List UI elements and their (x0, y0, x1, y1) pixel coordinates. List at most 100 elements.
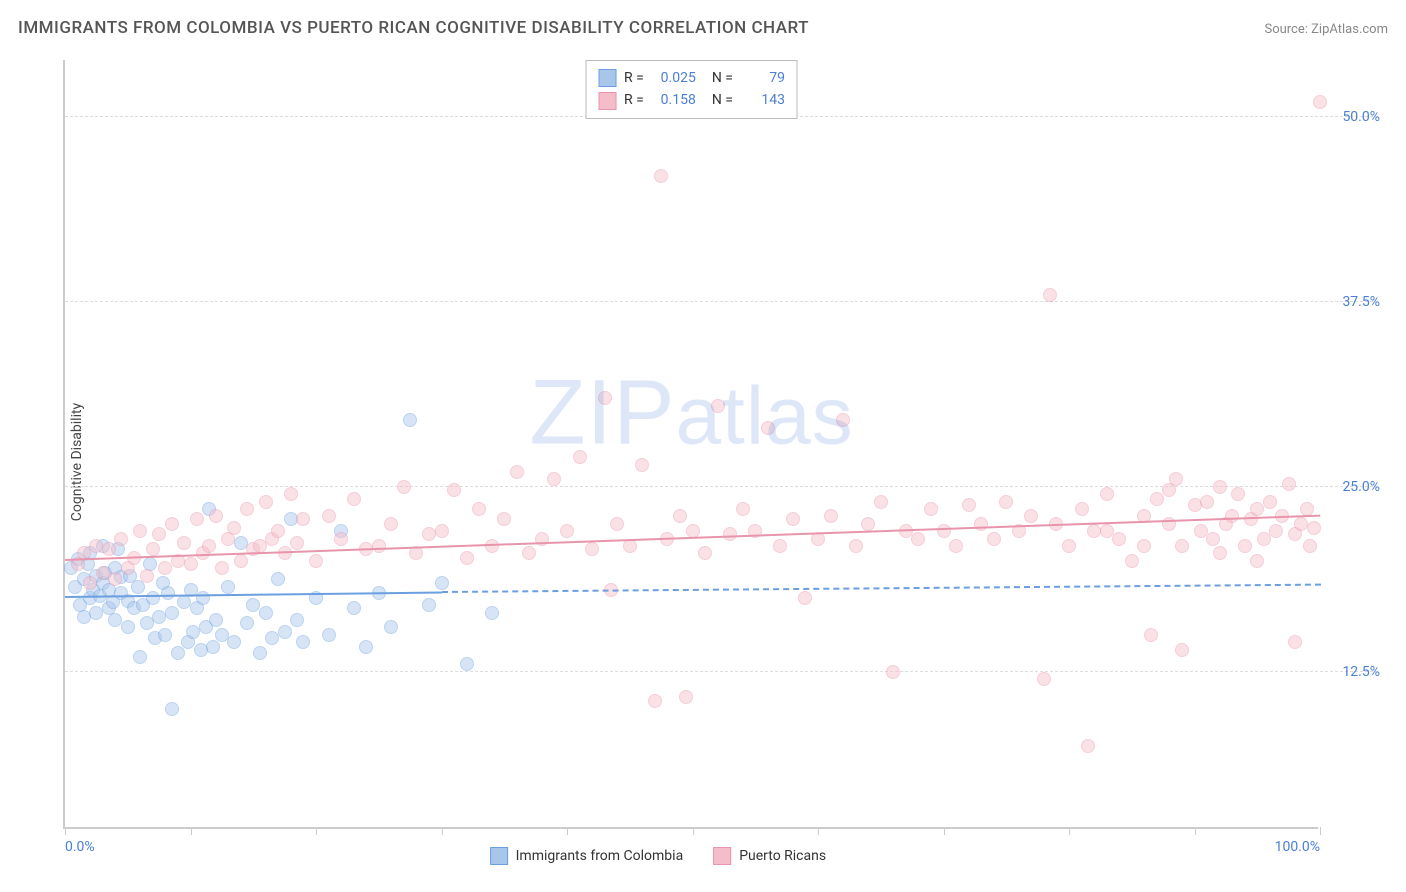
scatter-point-puertorico (158, 561, 172, 575)
scatter-point-colombia (206, 640, 220, 654)
scatter-point-puertorico (937, 524, 951, 538)
legend-swatch (598, 92, 616, 110)
scatter-point-puertorico (1137, 539, 1151, 553)
series-legend-item-colombia: Immigrants from Colombia (490, 847, 684, 865)
scatter-point-puertorico (460, 551, 474, 565)
scatter-point-colombia (253, 646, 267, 660)
scatter-point-puertorico (1206, 532, 1220, 546)
scatter-point-puertorico (1037, 672, 1051, 686)
gridline-h (65, 671, 1378, 672)
y-tick-label: 12.5% (1342, 664, 1380, 680)
scatter-point-puertorico (372, 539, 386, 553)
scatter-point-puertorico (1081, 739, 1095, 753)
scatter-point-puertorico (1150, 492, 1164, 506)
scatter-point-puertorico (165, 517, 179, 531)
scatter-point-puertorico (573, 450, 587, 464)
scatter-point-colombia (460, 657, 474, 671)
scatter-point-puertorico (711, 399, 725, 413)
scatter-point-puertorico (271, 524, 285, 538)
scatter-point-puertorico (1175, 643, 1189, 657)
scatter-point-colombia (278, 625, 292, 639)
series-legend: Immigrants from ColombiaPuerto Ricans (490, 847, 826, 865)
y-tick-label: 25.0% (1342, 479, 1380, 495)
scatter-point-puertorico (140, 569, 154, 583)
scatter-point-puertorico (290, 536, 304, 550)
scatter-point-puertorico (1231, 487, 1245, 501)
legend-n-value: 143 (741, 89, 785, 111)
x-tick (442, 827, 443, 835)
scatter-point-puertorico (334, 532, 348, 546)
scatter-point-colombia (422, 598, 436, 612)
scatter-point-puertorico (786, 512, 800, 526)
scatter-point-puertorico (190, 512, 204, 526)
scatter-point-colombia (259, 606, 273, 620)
scatter-point-puertorico (397, 480, 411, 494)
scatter-point-puertorico (1313, 95, 1327, 109)
x-tick-label: 0.0% (65, 839, 95, 855)
legend-r-value: 0.025 (652, 67, 696, 89)
scatter-point-colombia (227, 635, 241, 649)
scatter-point-colombia (322, 628, 336, 642)
scatter-point-puertorico (114, 532, 128, 546)
scatter-point-puertorico (1100, 524, 1114, 538)
scatter-point-puertorico (215, 561, 229, 575)
scatter-point-puertorico (836, 413, 850, 427)
scatter-point-colombia (485, 606, 499, 620)
scatter-point-puertorico (547, 472, 561, 486)
scatter-point-colombia (435, 576, 449, 590)
scatter-point-puertorico (108, 572, 122, 586)
scatter-point-colombia (158, 628, 172, 642)
scatter-point-puertorico (560, 524, 574, 538)
scatter-point-puertorico (1282, 477, 1296, 491)
scatter-point-puertorico (761, 421, 775, 435)
x-tick (818, 827, 819, 835)
scatter-point-colombia (121, 620, 135, 634)
scatter-point-puertorico (1112, 532, 1126, 546)
scatter-point-puertorico (773, 539, 787, 553)
scatter-point-puertorico (347, 492, 361, 506)
scatter-point-colombia (290, 613, 304, 627)
scatter-point-puertorico (1024, 509, 1038, 523)
legend-row-colombia: R =0.025N =79 (598, 67, 785, 89)
scatter-point-colombia (146, 591, 160, 605)
scatter-point-puertorico (585, 542, 599, 556)
x-tick (693, 827, 694, 835)
scatter-point-puertorico (184, 557, 198, 571)
scatter-point-colombia (161, 586, 175, 600)
scatter-point-puertorico (673, 509, 687, 523)
scatter-point-puertorico (723, 527, 737, 541)
scatter-point-puertorico (1250, 554, 1264, 568)
scatter-point-puertorico (987, 532, 1001, 546)
legend-n-label: N = (712, 89, 733, 111)
scatter-point-puertorico (1288, 635, 1302, 649)
scatter-point-puertorico (648, 694, 662, 708)
scatter-point-puertorico (435, 524, 449, 538)
scatter-point-puertorico (497, 512, 511, 526)
scatter-point-puertorico (309, 554, 323, 568)
scatter-point-puertorico (384, 517, 398, 531)
scatter-point-colombia (133, 650, 147, 664)
scatter-point-colombia (384, 620, 398, 634)
legend-r-label: R = (624, 67, 644, 89)
scatter-point-puertorico (874, 495, 888, 509)
scatter-point-puertorico (1144, 628, 1158, 642)
scatter-point-puertorico (259, 495, 273, 509)
scatter-point-puertorico (886, 665, 900, 679)
legend-swatch (713, 847, 731, 865)
x-tick (567, 827, 568, 835)
scatter-point-puertorico (322, 509, 336, 523)
legend-row-puertorico: R =0.158N =143 (598, 89, 785, 111)
x-tick (1320, 827, 1321, 835)
scatter-point-colombia (240, 616, 254, 630)
scatter-point-puertorico (736, 502, 750, 516)
x-tick (191, 827, 192, 835)
scatter-point-puertorico (1269, 524, 1283, 538)
scatter-point-colombia (221, 580, 235, 594)
scatter-point-puertorico (1200, 495, 1214, 509)
x-tick (65, 827, 66, 835)
scatter-point-puertorico (1125, 554, 1139, 568)
scatter-point-puertorico (447, 483, 461, 497)
scatter-point-puertorico (240, 502, 254, 516)
scatter-point-puertorico (1062, 539, 1076, 553)
scatter-point-puertorico (610, 517, 624, 531)
